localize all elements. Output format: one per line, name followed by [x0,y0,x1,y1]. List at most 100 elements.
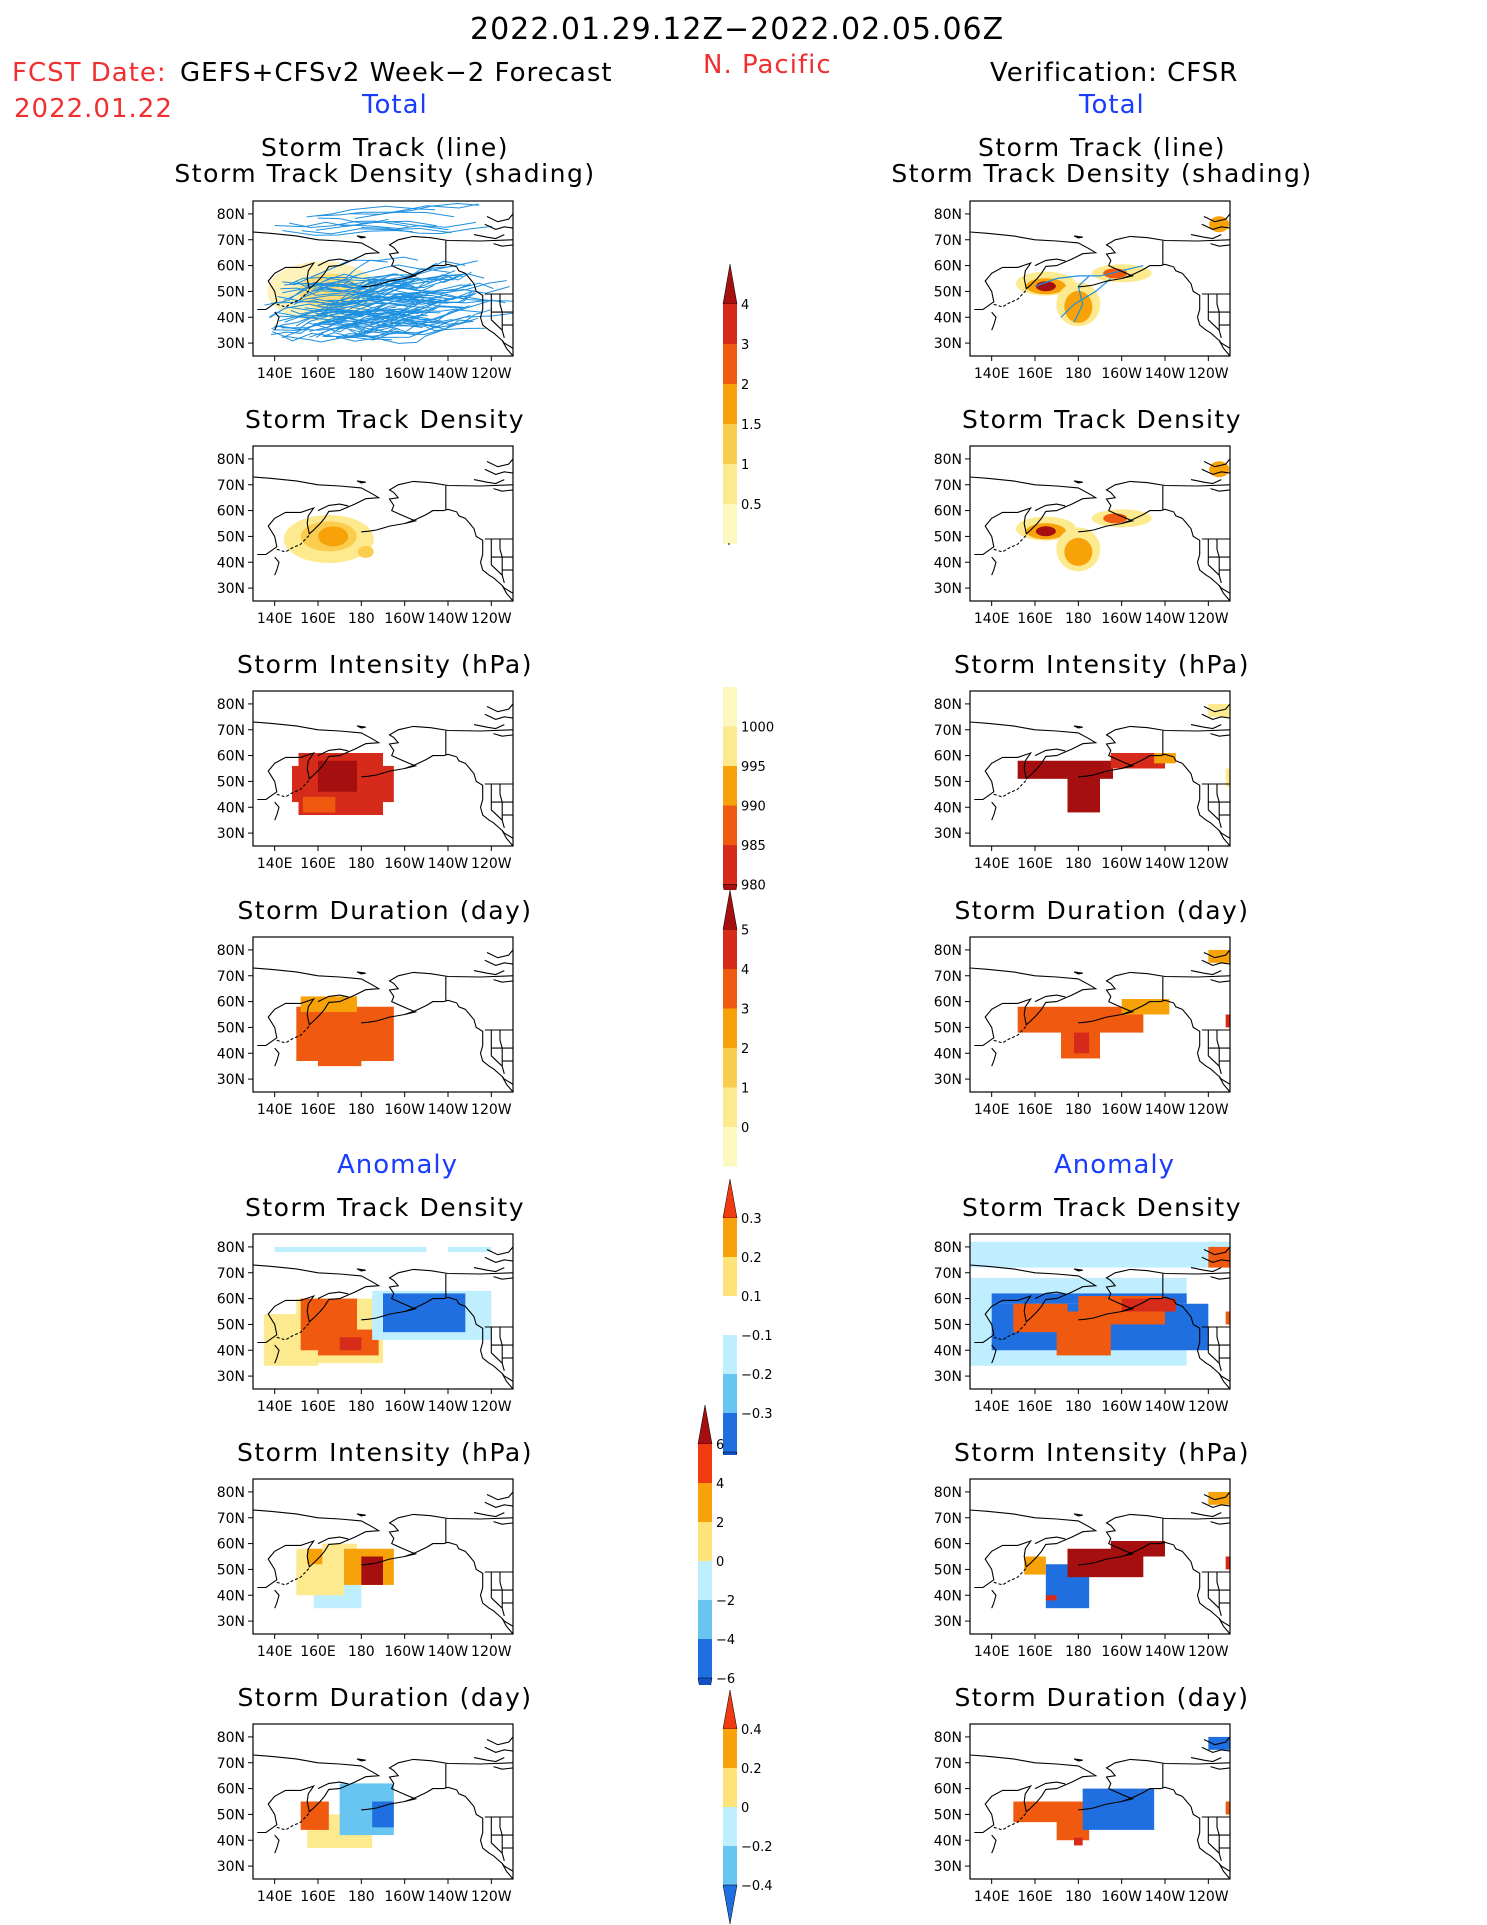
map-frame [969,445,1231,602]
total-right-label: Total [1079,90,1145,120]
grid-cell-patch [1225,1556,1230,1570]
map-frame [252,1233,514,1390]
shade-patch [357,545,374,558]
lat-label: 60N [217,259,245,275]
date-range-title: 2022.01.29.12Z−2022.02.05.06Z [470,12,1005,47]
colorbar-label: 4 [741,963,749,978]
map-density-total-verification: 80N 70N 60N 50N 40N 30N 140E 160E 180 160W 140W 120… [934,445,1231,627]
data-shading [292,753,394,815]
lon-label: 140W [428,1889,469,1905]
lon-label: 140E [257,611,293,627]
grid-cell-patch [1154,753,1176,764]
lat-label: 30N [217,826,245,842]
data-shading [264,202,513,344]
grid-cell-patch [1110,1541,1165,1557]
axes: 80N 70N 60N 50N 40N 30N 140E 160E 180 160W 140W 120… [217,936,514,1118]
asia-coast [253,231,381,311]
colorbar-segments [697,1405,713,1685]
alaska-coast [1078,725,1230,778]
colorbar-label: 0.1 [741,1290,762,1305]
lat-label: 60N [934,1292,962,1308]
title-intensity-total-left: Storm Intensity (hPa) [237,650,533,679]
coastlines [253,1736,513,1879]
data-shading [1017,703,1230,813]
coastlines [253,213,513,356]
lat-label: 30N [217,1369,245,1385]
grid-cell-patch [274,1246,427,1253]
lon-label: 160W [384,1102,425,1118]
colorbar-label: 1 [741,1082,749,1097]
coastlines [970,458,1230,601]
lon-label: 140W [428,856,469,872]
colorbar-segments [722,263,738,544]
lon-label: 140E [257,1644,293,1660]
lat-label: 80N [217,697,245,713]
lat-label: 60N [217,1537,245,1553]
lat-label: 50N [934,1020,962,1036]
asia-coast [970,721,1098,801]
lat-label: 80N [217,943,245,959]
grid-cell-patch [1045,1595,1057,1601]
title-track-line-right: Storm Track (line) [977,133,1227,162]
axes: 80N 70N 60N 50N 40N 30N 140E 160E 180 160W 140W 120… [934,1478,1231,1660]
title-track-shading-left: Storm Track Density (shading) [174,159,596,188]
lat-label: 60N [934,504,962,520]
grid-cell-patch [1110,753,1165,769]
lat-label: 80N [217,1730,245,1746]
map-frame [969,1233,1231,1390]
colorbar-label: −6 [716,1672,735,1685]
lon-label: 160E [300,1399,336,1415]
lon-label: 160E [300,366,336,382]
lon-label: 120W [471,611,512,627]
coastlines [970,949,1230,1092]
shade-patch [1209,461,1230,478]
colorbar-duration-anomaly: 0.4 0.2 0 −0.2 −0.4 [722,1690,773,1925]
lon-label: 160W [1101,1644,1142,1660]
grid-cell-patch [448,1246,492,1253]
lon-label: 160E [300,1102,336,1118]
alaska-coast [361,971,513,1024]
colorbar-label: 3 [741,1003,749,1018]
lat-label: 70N [934,1511,962,1527]
lat-label: 40N [934,310,962,326]
grid-cell-patch [302,796,336,813]
na-coast [404,263,513,349]
lon-label: 140W [1145,611,1186,627]
lon-label: 160W [1101,611,1142,627]
colorbar-segments [722,890,738,1167]
na-coast [404,999,513,1085]
lon-label: 140E [974,1102,1010,1118]
colorbar-label: 980 [741,879,766,891]
title-density-total-left: Storm Track Density [244,405,525,434]
colorbar-cell [723,504,737,544]
map-frame [252,936,514,1093]
grid-cell-patch [1082,1788,1155,1830]
grid-cell-patch [1024,1556,1046,1575]
alaska-coast [361,1268,513,1321]
asia-coast [253,1264,381,1344]
lon-label: 160W [384,856,425,872]
colorbar-cell [723,766,737,806]
map-frame [252,445,514,602]
data-shading [300,1783,394,1848]
lat-label: 40N [217,800,245,816]
asia-coast [253,1509,381,1589]
axes: 80N 70N 60N 50N 40N 30N 140E 160E 180 160W 140W 120… [217,690,514,872]
lat-label: 30N [217,336,245,352]
title-density-anom-left: Storm Track Density [244,1193,525,1222]
storm-tracks [1034,265,1144,323]
alaska-coast [1078,1758,1230,1811]
colorbar-arrow [722,890,738,930]
colorbar-arrow [722,1451,738,1455]
alaska-coast [1078,971,1230,1024]
coastlines [253,1246,513,1389]
colorbar-cell [698,1483,712,1522]
data-shading [263,1246,492,1366]
axes: 80N 70N 60N 50N 40N 30N 140E 160E 180 160W 140W 120… [934,1723,1231,1905]
title-duration-total-left: Storm Duration (day) [237,896,533,925]
lon-label: 180 [348,366,375,382]
title-track-shading-right: Storm Track Density (shading) [891,159,1313,188]
colorbar-label: 985 [741,839,766,854]
grid-cell-patch [318,760,357,792]
lat-label: 40N [934,1588,962,1604]
